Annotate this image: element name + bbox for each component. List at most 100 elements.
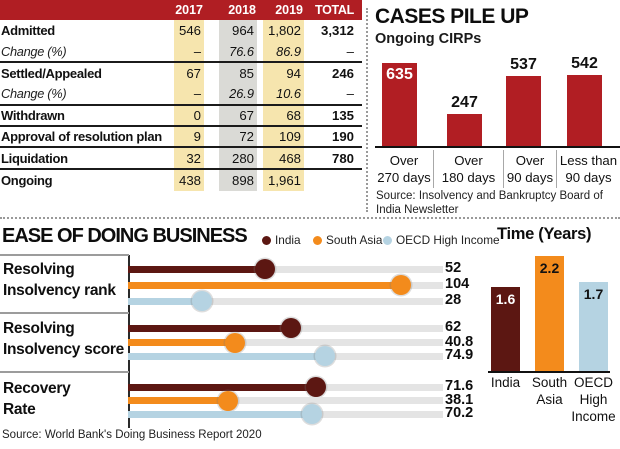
lollipop-value: 38.1 <box>445 391 474 408</box>
legend-dot-icon <box>313 235 322 245</box>
lollipop-line <box>128 339 236 346</box>
cases-source-note: Source: Insolvency and Bankruptcy Board … <box>376 190 603 217</box>
time-bar-value: 1.6 <box>495 291 516 307</box>
group-separator-line <box>0 371 129 373</box>
lollipop-value: 71.6 <box>445 378 474 394</box>
cases-axis-baseline <box>375 146 620 148</box>
row-label: Settled/Appealed <box>1 65 102 81</box>
time-bar-value: 2.2 <box>539 260 560 276</box>
lollipop-line <box>128 352 325 360</box>
time-x-label: South Asia <box>531 375 568 407</box>
cases-bar <box>382 63 417 146</box>
time-bar-value: 1.7 <box>583 286 604 302</box>
group-label: Resolving Insolvency rank <box>3 261 116 299</box>
cell-2017: – <box>174 41 204 61</box>
time-bar <box>535 256 564 371</box>
lollipop-dot <box>254 259 275 279</box>
lollipop-line <box>128 397 228 404</box>
cell-total: 780 <box>331 150 354 166</box>
cell-2017: 0 <box>174 105 204 125</box>
ease-of-doing-business-chart: EASE OF DOING BUSINESS India South Asia OE… <box>0 219 620 449</box>
lollipop-value: 74.9 <box>445 347 474 363</box>
table-row: Ongoing 438 898 1,961 <box>0 169 362 192</box>
legend-label: OECD High Income <box>396 233 500 247</box>
row-label: Change (%) <box>1 86 67 102</box>
lollipop-value: 28 <box>445 292 462 308</box>
lollipop-dot <box>302 404 323 424</box>
cell-2018: 72 <box>219 126 257 147</box>
ease-title: EASE OF DOING BUSINESS <box>2 225 248 247</box>
cell-total: – <box>346 43 354 59</box>
cirp-status-table: 2017 2018 2019 TOTAL Admitted 546 964 1,802… <box>0 0 362 192</box>
cell-2017: 32 <box>174 148 204 168</box>
lollipop-line <box>128 297 202 305</box>
lollipop-value: 52 <box>445 260 462 276</box>
cases-bar <box>567 75 602 146</box>
cell-total: 135 <box>331 107 354 123</box>
legend-item-oecd-high-income: OECD High Income <box>383 233 500 247</box>
cases-bar <box>447 114 482 146</box>
time-years-axis-baseline <box>488 371 610 373</box>
cases-bar-value: 537 <box>510 56 537 73</box>
legend-dot-icon <box>383 235 392 245</box>
cell-2017: 67 <box>174 62 204 85</box>
cell-2018: 85 <box>219 62 257 85</box>
row-label: Liquidation <box>1 150 68 166</box>
table-header-2018: 2018 <box>228 3 256 17</box>
cell-2018: 898 <box>219 169 257 192</box>
legend-item-india: India <box>262 233 301 247</box>
lollipop-track <box>128 297 443 305</box>
table-row: Settled/Appealed 67 85 94 246 <box>0 62 362 85</box>
cases-bar-value: 635 <box>386 66 413 83</box>
cell-2019: 1,961 <box>263 169 304 192</box>
table-header-total: TOTAL <box>314 3 354 17</box>
cell-2018: 964 <box>219 20 257 42</box>
horizontal-dotted-divider <box>0 217 620 219</box>
cell-2017: 546 <box>174 20 204 42</box>
cell-total: – <box>346 86 354 102</box>
time-bar <box>491 287 520 371</box>
cell-total: 190 <box>331 129 354 145</box>
lollipop-dot <box>218 390 238 411</box>
lollipop-line <box>128 383 316 391</box>
cell-total: 246 <box>331 65 354 81</box>
cell-2019: 109 <box>263 126 304 147</box>
row-label: Withdrawn <box>1 107 65 123</box>
row-label: Admitted <box>1 23 55 39</box>
cell-2018: 280 <box>219 148 257 168</box>
cell-2019: 94 <box>263 62 304 85</box>
table-row: Change (%) –76.6 86.9– <box>0 41 362 63</box>
lollipop-line <box>128 265 265 273</box>
lollipop-dot <box>305 377 326 397</box>
lollipop-value: 104 <box>445 276 470 292</box>
cell-2018: 67 <box>219 105 257 125</box>
legend-label: South Asia <box>326 233 383 247</box>
cell-2019: 10.6 <box>263 84 304 104</box>
cell-2018: 76.6 <box>219 41 257 61</box>
lollipop-value: 40.8 <box>445 333 474 350</box>
lollipop-dot <box>191 291 212 311</box>
time-x-label: OECD High Income <box>571 375 616 424</box>
cell-2019: 468 <box>263 148 304 168</box>
group-label: Resolving Insolvency score <box>3 320 124 358</box>
lollipop-dot <box>314 346 335 366</box>
lollipop-value: 70.2 <box>445 405 474 421</box>
row-label: Approval of resolution plan <box>1 129 162 145</box>
table-row: Change (%) –26.9 10.6– <box>0 84 362 106</box>
time-years-title: Time (Years) <box>497 225 592 243</box>
cell-2019: 68 <box>263 105 304 125</box>
vertical-dotted-divider <box>366 8 368 212</box>
cell-2019: 86.9 <box>263 41 304 61</box>
cases-x-label: Over 270 days <box>377 153 431 186</box>
cases-x-label: Over 180 days <box>433 150 503 188</box>
cases-title: CASES PILE UP <box>375 5 529 28</box>
cell-2017: 438 <box>174 169 204 192</box>
legend-dot-icon <box>262 235 271 245</box>
table-header-2017: 2017 <box>175 3 203 17</box>
row-label: Ongoing <box>1 172 53 188</box>
lollipop-dot <box>391 275 411 295</box>
lollipop-value: 62 <box>445 319 462 335</box>
lollipop-track <box>128 339 443 346</box>
legend-label: India <box>275 233 301 247</box>
